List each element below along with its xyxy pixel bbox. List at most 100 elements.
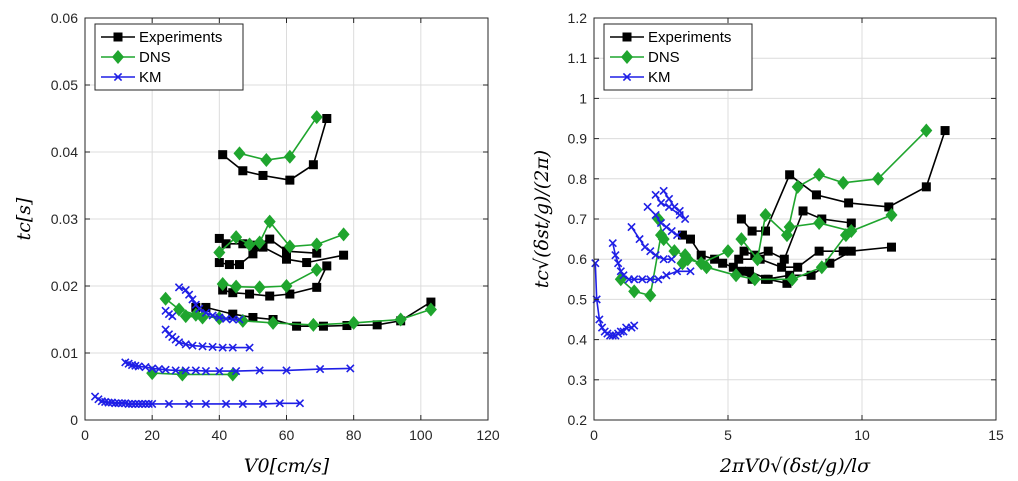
marker-x xyxy=(282,366,291,375)
marker-x xyxy=(680,214,690,224)
y-tick-label: 0 xyxy=(70,412,78,428)
marker-x xyxy=(215,366,224,376)
marker-diamond xyxy=(621,50,633,64)
marker-square xyxy=(825,258,835,268)
marker-square xyxy=(734,254,744,264)
x-axis-label: V0[cm/s] xyxy=(244,455,330,477)
x-tick-label: 20 xyxy=(144,427,160,443)
x-tick-label: 0 xyxy=(590,427,598,443)
marker-x xyxy=(181,285,190,295)
marker-diamond xyxy=(730,268,743,283)
marker-x xyxy=(675,206,684,216)
series-line xyxy=(620,234,662,297)
marker-x xyxy=(630,275,639,284)
marker-x xyxy=(295,399,305,408)
marker-x xyxy=(117,399,127,408)
marker-x xyxy=(619,327,628,336)
marker-diamond xyxy=(837,175,850,190)
y-tick-label: 0.3 xyxy=(568,372,588,388)
marker-x xyxy=(258,399,268,409)
marker-x xyxy=(148,399,157,409)
marker-square xyxy=(285,175,295,185)
marker-square xyxy=(228,309,238,319)
marker-square xyxy=(302,258,312,268)
marker-x xyxy=(113,72,123,82)
y-tick-label: 0.05 xyxy=(51,77,78,93)
marker-x xyxy=(188,341,197,350)
marker-square xyxy=(846,218,856,228)
marker-diamond xyxy=(337,227,350,242)
marker-square xyxy=(710,254,720,264)
marker-x xyxy=(664,194,674,204)
marker-diamond xyxy=(253,235,266,250)
marker-x xyxy=(201,366,211,376)
marker-square xyxy=(322,114,332,123)
marker-x xyxy=(191,366,200,375)
marker-diamond xyxy=(813,216,826,231)
marker-x xyxy=(646,246,655,256)
marker-diamond xyxy=(216,276,229,291)
legend-entry: DNS xyxy=(648,49,680,66)
marker-x xyxy=(659,255,668,264)
marker-x xyxy=(635,234,644,244)
marker-x xyxy=(611,251,620,260)
ticks: 0 5 10 15 0.2 0.3 0.4 0.5 0.6 0.7 0.8 0.9 1 1.1 1.2 xyxy=(568,10,1004,443)
marker-x xyxy=(646,275,655,284)
marker-square xyxy=(739,246,749,256)
marker-x xyxy=(171,366,180,375)
marker-square xyxy=(696,250,706,260)
marker-square xyxy=(201,302,211,312)
marker-square xyxy=(228,288,238,298)
marker-square xyxy=(844,198,854,208)
y-tick-label: 0.9 xyxy=(568,131,588,147)
legend-entry: Experiments xyxy=(648,29,731,46)
marker-square xyxy=(761,226,771,236)
marker-diamond xyxy=(920,123,933,138)
marker-diamond xyxy=(146,366,159,381)
marker-x xyxy=(148,364,157,373)
y-tick-label: 0.03 xyxy=(51,211,78,227)
marker-diamond xyxy=(347,315,360,330)
marker-square xyxy=(785,270,795,280)
marker-x xyxy=(315,364,325,374)
marker-square xyxy=(782,278,792,288)
marker-square xyxy=(312,248,322,258)
marker-x xyxy=(670,202,679,212)
marker-x xyxy=(235,315,244,324)
marker-x xyxy=(662,271,671,280)
marker-x xyxy=(651,210,660,220)
marker-x xyxy=(228,315,237,324)
marker-x xyxy=(198,342,207,351)
marker-x xyxy=(238,399,248,409)
marker-x xyxy=(104,398,113,407)
marker-diamond xyxy=(230,230,243,245)
marker-x xyxy=(659,186,668,196)
marker-x xyxy=(164,399,174,409)
marker-square xyxy=(191,302,201,312)
marker-x xyxy=(255,366,264,375)
marker-x xyxy=(127,399,137,409)
marker-x xyxy=(608,238,617,248)
marker-x xyxy=(181,340,190,349)
marker-square xyxy=(318,321,328,331)
marker-square xyxy=(322,261,332,271)
marker-square xyxy=(245,289,255,299)
legend-entry: Experiments xyxy=(139,29,222,46)
marker-x xyxy=(656,218,666,228)
marker-square xyxy=(312,282,322,292)
marker-square xyxy=(736,214,746,224)
marker-x xyxy=(188,295,197,304)
marker-diamond xyxy=(159,291,172,306)
marker-x xyxy=(608,331,617,340)
marker-x xyxy=(654,275,663,284)
marker-square xyxy=(248,312,258,322)
marker-x xyxy=(174,283,184,292)
marker-square xyxy=(248,249,258,259)
x-tick-label: 5 xyxy=(724,427,732,443)
y-tick-label: 0.01 xyxy=(51,345,78,361)
marker-x xyxy=(595,315,604,324)
marker-square xyxy=(285,289,295,299)
marker-x xyxy=(195,304,204,313)
y-tick-label: 0.4 xyxy=(568,332,588,348)
